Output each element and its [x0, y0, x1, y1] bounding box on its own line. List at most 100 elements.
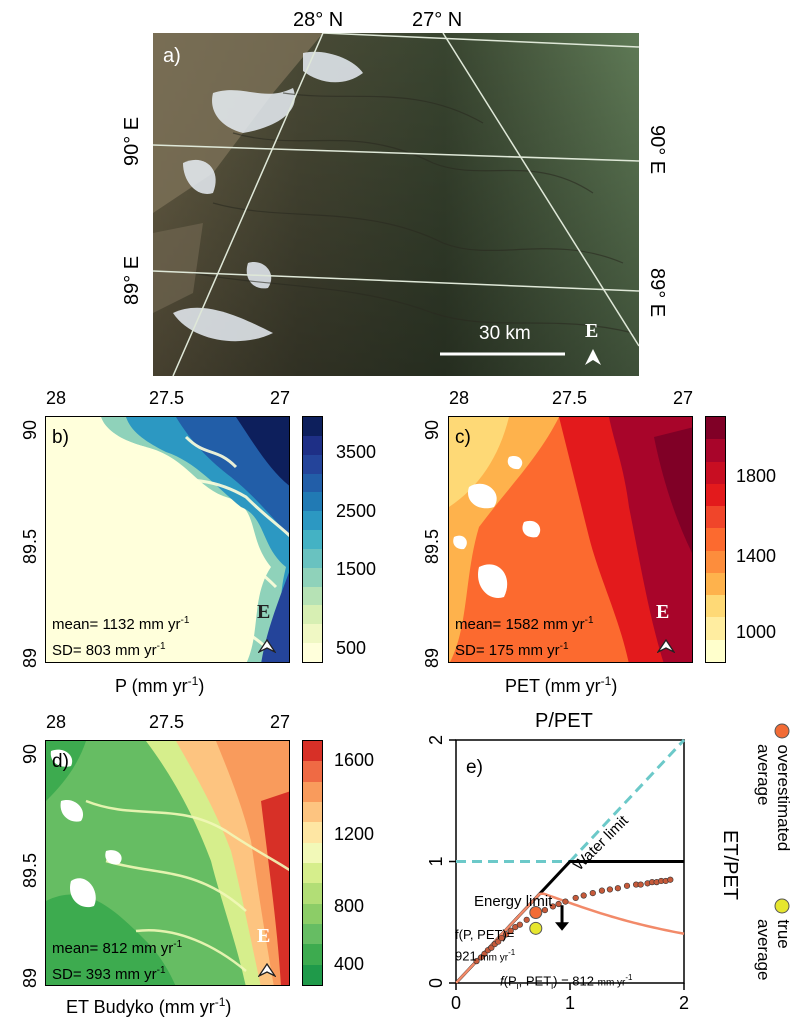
- d-left-tick-89-5: 89.5: [20, 852, 40, 888]
- cbar-c-swatch: [706, 506, 725, 529]
- cbar-b-swatch: [303, 417, 322, 436]
- panel-c-north-arrow-icon: [657, 639, 675, 653]
- data-point: [503, 931, 510, 938]
- north-letter: E: [585, 320, 599, 342]
- cbar-b-swatch: [303, 530, 322, 549]
- panel-a: a) 30 km E: [152, 32, 640, 377]
- cbar-b-tick-0: 3500: [336, 442, 377, 462]
- panel-c-map: c) mean= 1582 mm yr-1 SD= 175 mm yr-1 E: [448, 416, 693, 663]
- x-tick-label: 2: [679, 993, 689, 1013]
- panel-b-north-letter: E: [257, 601, 271, 623]
- panel-e-label: e): [466, 757, 483, 778]
- cbar-c-swatch: [706, 417, 725, 440]
- panel-c-sd: SD= 175 mm yr-1: [455, 641, 569, 659]
- data-point: [473, 958, 480, 965]
- y-tick-label: 1: [426, 856, 446, 866]
- precip-map: [46, 417, 289, 662]
- panel-d-sd: SD= 393 mm yr-1: [52, 965, 166, 983]
- panel-c-xlabel: PET (mm yr-1): [505, 674, 618, 696]
- cbar-d-swatch: [303, 923, 322, 945]
- panel-c-label: c): [455, 427, 471, 448]
- cbar-b-swatch: [303, 473, 322, 493]
- d-top-tick-27-5: 27.5: [149, 712, 185, 732]
- panel-d-axis-top: 28 27.5 27: [46, 712, 290, 736]
- panel-b-axis-top: 28 27.5 27: [46, 388, 290, 412]
- data-point: [541, 907, 549, 914]
- top-tick-27: 27: [270, 388, 291, 408]
- cbar-d-swatch: [303, 781, 322, 802]
- x-tick-label: 1: [565, 993, 575, 1013]
- cbar-d-swatch: [303, 761, 322, 782]
- cbar-c-swatch: [706, 617, 725, 640]
- cbar-d-swatch: [303, 801, 322, 823]
- cbar-d-tick-1: 1200: [334, 824, 375, 844]
- cbar-b-tick-2: 1500: [336, 559, 377, 579]
- overestimated-average-point: [529, 906, 543, 920]
- panel-b-mean: mean= 1132 mm yr-1: [52, 615, 190, 633]
- c-left-tick-89: 89: [422, 647, 442, 668]
- satellite-terrain-image: [152, 32, 640, 377]
- cbar-c-tick-0: 1800: [736, 466, 777, 486]
- cbar-b-swatch: [303, 548, 322, 568]
- c-left-tick-90: 90: [422, 419, 442, 440]
- panel-c-colorbar-ticks: 1800 1400 1000: [728, 416, 788, 663]
- water-limit-line: [568, 738, 686, 863]
- panel-d-colorbar-ticks: 1600 1200 800 400: [326, 740, 386, 986]
- panel-d-label: d): [52, 751, 69, 772]
- top-tick-28: 28: [46, 388, 67, 408]
- panel-d-north-letter: E: [257, 925, 271, 947]
- true-average-point: [529, 921, 543, 935]
- legend-overestimated-dot-icon: [774, 723, 790, 739]
- cbar-c-tick-2: 1000: [736, 622, 777, 642]
- cbar-d-tick-3: 400: [334, 954, 365, 974]
- data-point: [598, 887, 606, 894]
- cbar-c-swatch: [706, 439, 725, 462]
- annotation-overestimated: f(P, PET)= 921 mm yr-1: [455, 927, 516, 964]
- y-tick-label: 0: [426, 978, 446, 988]
- cbar-b-swatch: [303, 586, 322, 606]
- data-point: [507, 927, 514, 934]
- cbar-b-swatch: [303, 605, 322, 625]
- data-point: [498, 934, 505, 942]
- cbar-c-swatch: [706, 483, 725, 507]
- panel-e-title: P/PET: [535, 710, 593, 732]
- energy-limit-label: Energy limit: [474, 893, 553, 910]
- panel-e-budyko-chart: 0 1 2 0 1 2: [426, 735, 689, 1013]
- cbar-c-tick-1: 1400: [736, 546, 777, 566]
- panel-b-north-arrow-icon: [258, 639, 276, 653]
- cbar-c-swatch: [706, 461, 725, 484]
- bias-arrow-head: [555, 922, 570, 931]
- cbar-c-swatch: [706, 550, 725, 573]
- scale-label: 30 km: [479, 323, 531, 344]
- cbar-b-tick-1: 2500: [336, 501, 377, 521]
- panel-b-label: b): [52, 427, 69, 448]
- panel-b-xlabel: P (mm yr-1): [115, 674, 205, 696]
- panel-b-sd: SD= 803 mm yr-1: [52, 641, 166, 659]
- x-tick-label: 0: [451, 993, 461, 1013]
- cbar-b-swatch: [303, 643, 322, 662]
- data-point: [516, 921, 523, 928]
- top-tick-27-5: 27.5: [149, 388, 185, 408]
- data-point: [562, 898, 569, 905]
- c-left-tick-89-5: 89.5: [422, 528, 442, 564]
- panel-a-label: a): [163, 45, 181, 67]
- data-point: [555, 900, 562, 908]
- legend-overestimated: overestimated average: [753, 722, 793, 851]
- cbar-d-swatch: [303, 822, 322, 843]
- pet-map: [449, 417, 692, 662]
- data-point: [549, 903, 556, 910]
- legend-true: true average: [753, 897, 793, 980]
- cbar-d-swatch: [303, 842, 322, 863]
- right-lon-89: 89° E: [646, 268, 668, 318]
- c-top-tick-27-5: 27.5: [552, 388, 588, 408]
- d-top-tick-28: 28: [46, 712, 67, 732]
- cbar-b-swatch: [303, 567, 322, 587]
- panel-c-mean: mean= 1582 mm yr-1: [455, 615, 594, 633]
- panel-c-axis-top: 28 27.5 27: [449, 388, 693, 412]
- d-top-tick-27: 27: [270, 712, 291, 732]
- data-point: [623, 882, 631, 889]
- cbar-b-swatch: [303, 435, 322, 455]
- d-left-tick-89: 89: [20, 967, 40, 988]
- c-top-tick-27: 27: [673, 388, 694, 408]
- cbar-d-swatch: [303, 903, 322, 924]
